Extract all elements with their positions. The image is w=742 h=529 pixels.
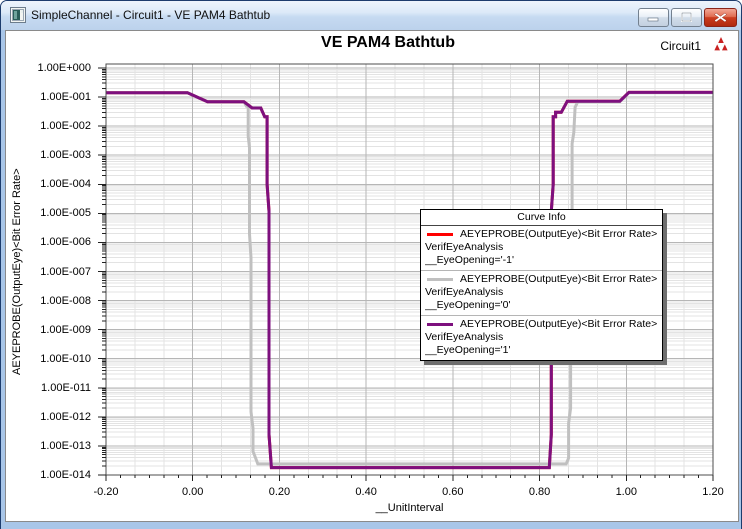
y-tick-label: 1.00E-001 <box>40 91 91 104</box>
legend-entry-signal: AEYEPROBE(OutputEye)<Bit Error Rate> <box>460 318 658 330</box>
title-bar[interactable]: SimpleChannel - Circuit1 - VE PAM4 Batht… <box>1 1 741 30</box>
red-curve-swatch <box>427 233 453 236</box>
x-tick-label: -0.20 <box>93 486 119 498</box>
x-tick-label: 0.40 <box>355 486 377 498</box>
close-icon <box>714 12 727 23</box>
x-tick-label: 0.00 <box>181 486 204 498</box>
legend-entry-analysis: VerifEyeAnalysis <box>425 286 504 298</box>
legend-entry: AEYEPROBE(OutputEye)<Bit Error Rate> Ver… <box>421 226 662 271</box>
y-tick-label: 1.00E-003 <box>40 149 91 162</box>
y-tick-label: 1.00E-009 <box>40 323 91 336</box>
maximize-icon <box>681 12 692 22</box>
y-tick-label: 1.00E-007 <box>40 265 91 278</box>
y-tick-label: 1.00E-008 <box>40 294 91 307</box>
window-icon <box>10 7 26 23</box>
purple-curve-swatch <box>427 323 453 326</box>
legend-entry-variation: __EyeOpening='1' <box>425 344 511 356</box>
y-tick-label: 1.00E-012 <box>40 410 91 423</box>
y-tick-label: 1.00E-005 <box>40 207 91 220</box>
x-tick-label: 0.60 <box>442 486 464 498</box>
x-tick-label: 1.00 <box>615 486 637 498</box>
curve <box>106 91 713 466</box>
y-tick-label: 1.00E-010 <box>40 352 91 365</box>
close-button[interactable] <box>704 8 737 27</box>
chart-title: VE PAM4 Bathtub <box>321 34 455 51</box>
legend-entry: AEYEPROBE(OutputEye)<Bit Error Rate> Ver… <box>421 271 662 316</box>
x-tick-label: 1.20 <box>702 486 724 498</box>
gray-curve-swatch <box>427 278 453 281</box>
curve <box>106 90 713 470</box>
x-tick-label: 0.80 <box>528 486 551 498</box>
y-tick-label: 1.00E+000 <box>37 62 91 74</box>
legend-entry-signal: AEYEPROBE(OutputEye)<Bit Error Rate> <box>460 228 658 240</box>
legend-entry-variation: __EyeOpening='-1' <box>425 254 514 266</box>
minimize-icon <box>647 17 659 22</box>
ansoft-logo-icon <box>714 37 728 51</box>
legend-entry-analysis: VerifEyeAnalysis <box>425 331 504 343</box>
design-context-label: Circuit1 <box>660 39 701 53</box>
y-tick-label: 1.00E-004 <box>40 178 91 191</box>
y-tick-label: 1.00E-014 <box>40 469 91 481</box>
legend-entry: AEYEPROBE(OutputEye)<Bit Error Rate> Ver… <box>421 316 662 360</box>
legend-entry-analysis: VerifEyeAnalysis <box>425 241 504 253</box>
legend-entry-signal: AEYEPROBE(OutputEye)<Bit Error Rate> <box>460 273 658 285</box>
y-tick-label: 1.00E-002 <box>40 120 91 133</box>
x-axis-title: __UnitInterval <box>375 502 444 514</box>
legend-box[interactable]: Curve Info AEYEPROBE(OutputEye)<Bit Erro… <box>420 209 663 361</box>
window-title: SimpleChannel - Circuit1 - VE PAM4 Batht… <box>31 8 271 22</box>
maximize-button[interactable] <box>671 8 702 27</box>
minimize-button[interactable] <box>638 8 669 27</box>
legend-title: Curve Info <box>421 210 662 226</box>
legend-entry-variation: __EyeOpening='0' <box>425 299 511 311</box>
y-tick-label: 1.00E-006 <box>40 236 91 249</box>
y-tick-label: 1.00E-013 <box>40 439 91 452</box>
x-tick-label: 0.20 <box>268 486 291 498</box>
y-tick-label: 1.00E-011 <box>41 381 91 394</box>
